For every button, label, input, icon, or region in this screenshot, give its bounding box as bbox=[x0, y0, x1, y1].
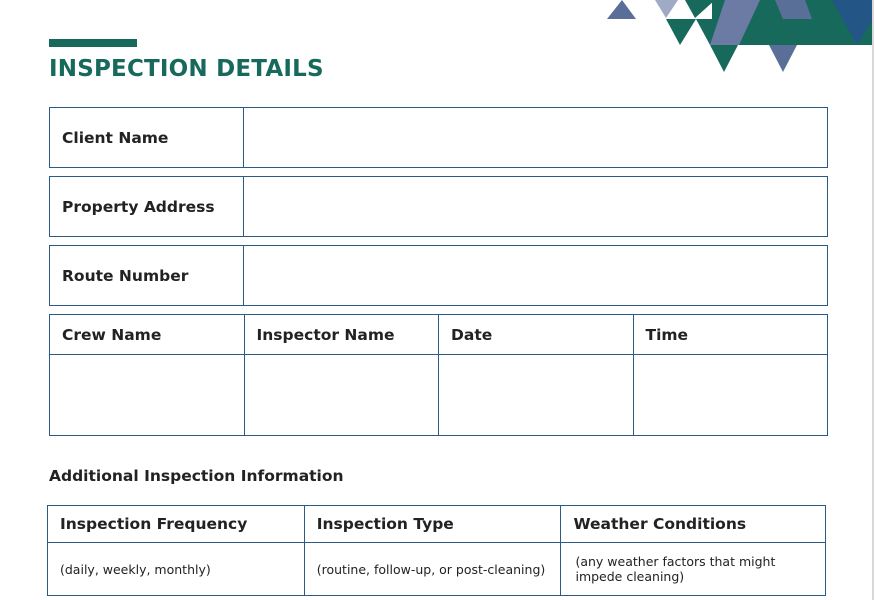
triangle-pattern-decoration bbox=[607, 0, 872, 72]
date-field[interactable] bbox=[438, 354, 634, 436]
type-header: Inspection Type bbox=[303, 505, 562, 543]
property-address-field[interactable] bbox=[244, 177, 827, 236]
property-address-label: Property Address bbox=[50, 177, 244, 236]
inspector-name-field[interactable] bbox=[243, 354, 439, 436]
additional-info-heading: Additional Inspection Information bbox=[49, 467, 344, 485]
date-header: Date bbox=[438, 314, 634, 355]
page-edge bbox=[872, 0, 874, 600]
property-address-row: Property Address bbox=[49, 176, 828, 237]
inspector-name-header: Inspector Name bbox=[243, 314, 439, 355]
weather-field[interactable]: (any weather factors that might impede c… bbox=[560, 542, 826, 596]
crew-name-header: Crew Name bbox=[49, 314, 245, 355]
weather-header: Weather Conditions bbox=[560, 505, 826, 543]
frequency-field[interactable]: (daily, weekly, monthly) bbox=[47, 542, 305, 596]
additional-info-table: Inspection Frequency Inspection Type Wea… bbox=[47, 505, 826, 596]
route-number-label: Route Number bbox=[50, 246, 244, 305]
page-title: INSPECTION DETAILS bbox=[49, 56, 324, 82]
crew-table: Crew Name Inspector Name Date Time bbox=[49, 314, 828, 436]
time-header: Time bbox=[632, 314, 828, 355]
time-field[interactable] bbox=[632, 354, 828, 436]
client-name-label: Client Name bbox=[50, 108, 244, 167]
type-field[interactable]: (routine, follow-up, or post-cleaning) bbox=[303, 542, 562, 596]
route-number-field[interactable] bbox=[244, 246, 827, 305]
client-name-field[interactable] bbox=[244, 108, 827, 167]
crew-name-field[interactable] bbox=[49, 354, 245, 436]
client-name-row: Client Name bbox=[49, 107, 828, 168]
frequency-header: Inspection Frequency bbox=[47, 505, 305, 543]
title-accent-bar bbox=[49, 39, 137, 47]
route-number-row: Route Number bbox=[49, 245, 828, 306]
